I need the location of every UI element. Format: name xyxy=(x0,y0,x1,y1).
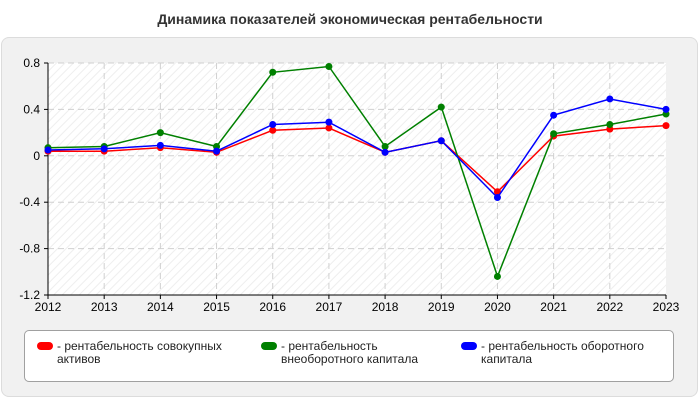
data-point xyxy=(325,62,333,70)
data-point xyxy=(381,148,389,156)
data-point xyxy=(156,129,164,137)
data-point xyxy=(606,120,614,128)
data-point xyxy=(493,272,501,280)
legend-item-fixed-capital: - рентабельность внеоборотного капитала xyxy=(261,340,451,366)
grid-lines xyxy=(48,62,666,295)
data-point xyxy=(381,143,389,151)
data-point xyxy=(325,118,333,126)
legend-label: - рентабельность внеоборотного капитала xyxy=(281,339,418,366)
x-tick-label: 2015 xyxy=(203,300,230,314)
x-tick-label: 2021 xyxy=(540,300,567,314)
series-line xyxy=(47,98,667,199)
data-point xyxy=(662,105,670,113)
data-point xyxy=(493,194,501,202)
x-tick-label: 2023 xyxy=(653,300,680,314)
y-tick-label: -0.4 xyxy=(19,195,40,209)
x-tick-label: 2016 xyxy=(259,300,286,314)
data-point xyxy=(156,141,164,149)
y-tick-label: 0.8 xyxy=(23,56,40,70)
data-point xyxy=(269,126,277,134)
x-tick-label: 2020 xyxy=(484,300,511,314)
data-point xyxy=(213,147,221,155)
data-point xyxy=(269,68,277,76)
axes xyxy=(44,62,667,299)
legend-item-total-assets: - рентабельность совокупных активов xyxy=(37,340,247,366)
legend: - рентабельность совокупных активов - ре… xyxy=(24,330,674,382)
y-tick-label: -0.8 xyxy=(19,242,40,256)
x-tick-label: 2022 xyxy=(596,300,623,314)
series-line xyxy=(48,124,667,193)
legend-swatch-green xyxy=(261,342,277,350)
data-point xyxy=(550,130,558,138)
x-tick-label: 2012 xyxy=(35,300,62,314)
data-point xyxy=(550,111,558,119)
data-point xyxy=(662,122,670,130)
legend-label: - рентабельность оборотного капитала xyxy=(481,339,644,366)
plot-area-hatch xyxy=(48,63,666,295)
data-point xyxy=(437,137,445,145)
x-tick-label: 2014 xyxy=(147,300,174,314)
data-point xyxy=(44,146,52,154)
y-tick-label: 0.4 xyxy=(23,102,40,116)
data-point xyxy=(437,103,445,111)
series-lines xyxy=(44,62,670,280)
x-tick-label: 2017 xyxy=(316,300,343,314)
y-tick-label: 0 xyxy=(33,149,40,163)
y-tick-label: -1.2 xyxy=(19,288,40,302)
data-point xyxy=(606,95,614,103)
series-2 xyxy=(44,95,670,202)
x-tick-label: 2018 xyxy=(372,300,399,314)
data-point xyxy=(325,124,333,132)
legend-item-working-capital: - рентабельность оборотного капитала xyxy=(461,340,666,366)
x-tick-label: 2019 xyxy=(428,300,455,314)
chart-title: Динамика показателей экономическая рента… xyxy=(157,11,543,27)
x-tick-label: 2013 xyxy=(91,300,118,314)
legend-swatch-red xyxy=(37,342,53,350)
series-line xyxy=(47,65,667,279)
data-point xyxy=(493,188,501,196)
legend-label: - рентабельность совокупных активов xyxy=(57,339,222,366)
data-point xyxy=(100,145,108,153)
data-point xyxy=(269,120,277,128)
legend-swatch-blue xyxy=(461,342,477,350)
